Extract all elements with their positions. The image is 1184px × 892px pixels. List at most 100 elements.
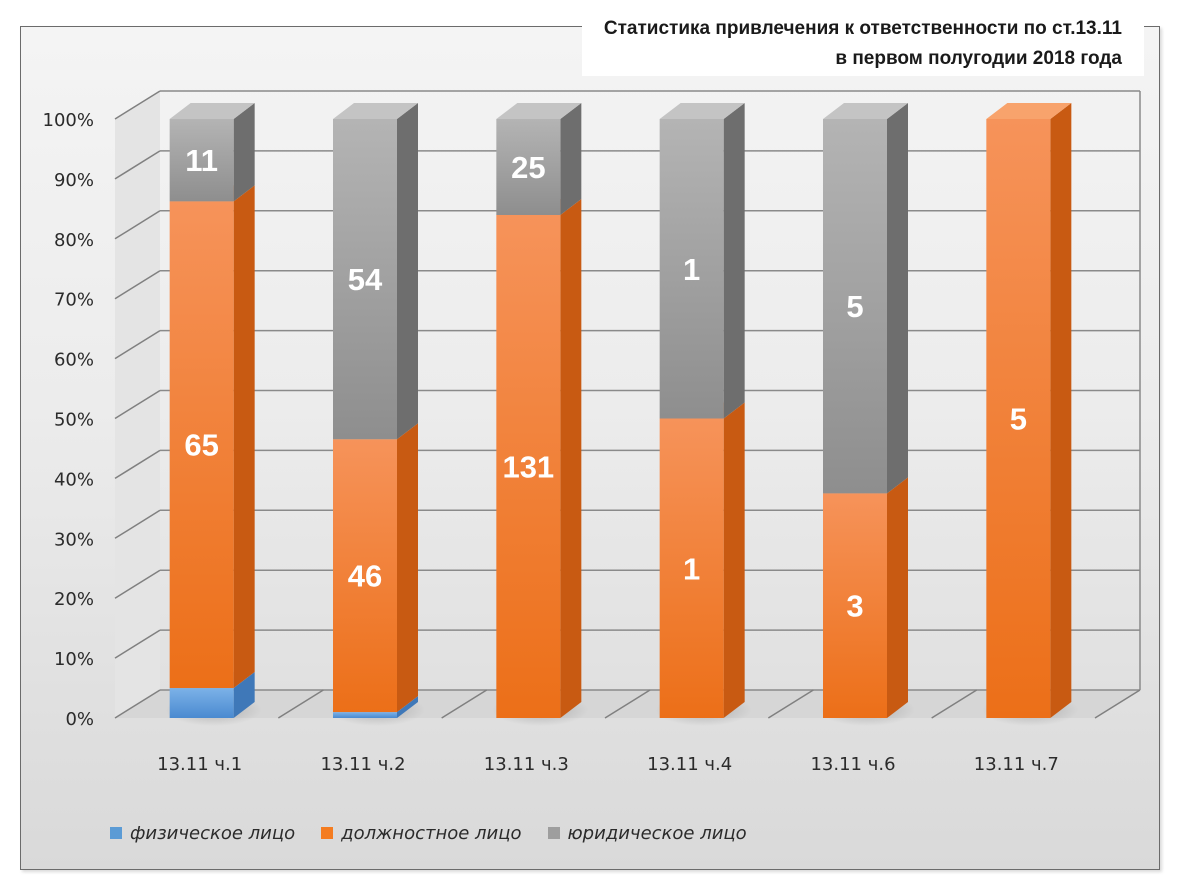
bar-front xyxy=(496,119,561,215)
legend-swatch-individual xyxy=(110,827,122,839)
legend-item-individual: физическое лицо xyxy=(110,823,295,844)
y-tick-label: 90% xyxy=(54,170,94,191)
floor-separator xyxy=(277,689,324,719)
bar-segment xyxy=(169,185,255,689)
bar-side xyxy=(233,672,255,718)
x-category-label: 13.11 ч.4 xyxy=(647,754,732,775)
gridline-diagonal xyxy=(114,329,161,360)
y-tick-label: 0% xyxy=(65,709,94,730)
gridline-diagonal xyxy=(114,629,161,659)
x-category-label: 13.11 ч.3 xyxy=(484,754,569,775)
chart-title: Статистика привлечения к ответственности… xyxy=(581,10,1144,76)
bar-front xyxy=(823,119,887,494)
x-category-label: 13.11 ч.1 xyxy=(157,754,242,775)
gridline-diagonal xyxy=(114,210,161,240)
bar-front xyxy=(333,439,397,713)
bar-segment xyxy=(823,477,908,718)
bar-top xyxy=(496,103,582,119)
floor-separator xyxy=(931,689,978,719)
bar-segment xyxy=(659,402,745,718)
bar-top xyxy=(659,103,745,119)
gridline-diagonal xyxy=(114,389,161,420)
bar-side xyxy=(887,103,908,494)
bar-segment xyxy=(986,103,1072,718)
gridline-diagonal xyxy=(114,509,161,539)
y-tick-label: 70% xyxy=(54,290,94,311)
bar-front xyxy=(169,688,234,718)
x-category-label: 13.11 ч.2 xyxy=(320,754,405,775)
bar-side xyxy=(723,103,745,419)
chart-title-line-1: Статистика привлечения к ответственности… xyxy=(603,18,1122,39)
x-category-label: 13.11 ч.7 xyxy=(974,754,1059,775)
y-tick-label: 60% xyxy=(54,350,94,371)
floor-separator xyxy=(767,689,814,719)
bar-segment xyxy=(169,103,255,202)
bar-side xyxy=(560,103,582,215)
floor-right-edge xyxy=(1094,689,1141,719)
bar-side xyxy=(397,423,418,713)
data-label: 54 xyxy=(348,262,383,297)
y-tick-label: 80% xyxy=(54,230,94,251)
bar-segment xyxy=(496,198,582,718)
legend-item-legal-entity: юридическое лицо xyxy=(547,822,747,844)
gridline-diagonal xyxy=(114,150,161,180)
gridline-diagonal xyxy=(114,90,161,120)
legend-label-official: должностное лицо xyxy=(341,822,522,844)
data-label: 5 xyxy=(1010,402,1027,437)
x-category-label: 13.11 ч.6 xyxy=(810,754,895,775)
bar-side xyxy=(233,185,255,689)
data-label: 5 xyxy=(846,289,863,324)
bar-side xyxy=(560,198,582,718)
y-tick-label: 100% xyxy=(43,110,94,131)
bar-segment xyxy=(333,423,418,713)
bar-front xyxy=(496,214,561,718)
data-label: 11 xyxy=(185,143,218,178)
data-label: 131 xyxy=(502,449,554,484)
bar-front xyxy=(823,493,887,718)
bar-side xyxy=(1050,103,1072,718)
data-label: 1 xyxy=(683,252,700,287)
y-tick-label: 40% xyxy=(54,469,94,490)
legend-swatch-official xyxy=(321,827,334,839)
bar-top xyxy=(823,103,908,119)
data-label: 46 xyxy=(348,559,382,594)
bar-side xyxy=(397,103,418,440)
chart-title-line-2: в первом полугодии 2018 года xyxy=(835,48,1122,69)
data-label: 3 xyxy=(846,589,863,624)
bar-top xyxy=(333,103,418,119)
data-label: 65 xyxy=(184,428,218,463)
bar-segment xyxy=(333,103,418,440)
y-tick-label: 30% xyxy=(54,529,94,550)
bar-side xyxy=(397,696,418,718)
legend-label-individual: физическое лицо xyxy=(130,822,296,844)
bar-front xyxy=(659,418,724,718)
bar-front xyxy=(333,119,397,440)
bar-side xyxy=(723,402,745,718)
y-tick-label: 20% xyxy=(54,589,94,610)
bar-front xyxy=(659,119,724,419)
legend-label-legal-entity: юридическое лицо xyxy=(567,822,747,844)
data-label: 1 xyxy=(683,551,700,586)
data-label: 25 xyxy=(511,150,545,185)
bar-front xyxy=(333,712,397,718)
bar-side xyxy=(233,103,255,202)
gridline-diagonal xyxy=(114,569,161,599)
y-tick-label: 50% xyxy=(54,410,94,431)
gridline-diagonal xyxy=(114,270,161,300)
y-tick-label: 10% xyxy=(54,649,94,670)
floor-separator xyxy=(441,689,488,719)
legend-swatch-legal-entity xyxy=(547,827,560,839)
bar-side xyxy=(887,477,908,718)
bar-top xyxy=(986,103,1072,119)
gridline-diagonal xyxy=(114,689,161,719)
bar-top xyxy=(169,103,255,119)
bar-front xyxy=(986,119,1051,718)
bar-front xyxy=(169,201,234,689)
legend-item-official: должностное лицо xyxy=(321,822,522,844)
bar-segment xyxy=(659,103,745,419)
floor-separator xyxy=(604,689,651,719)
legend: физическое лицо должностное лицо юридиче… xyxy=(110,820,747,846)
bar-segment xyxy=(496,103,582,215)
gridline-diagonal xyxy=(114,449,161,480)
